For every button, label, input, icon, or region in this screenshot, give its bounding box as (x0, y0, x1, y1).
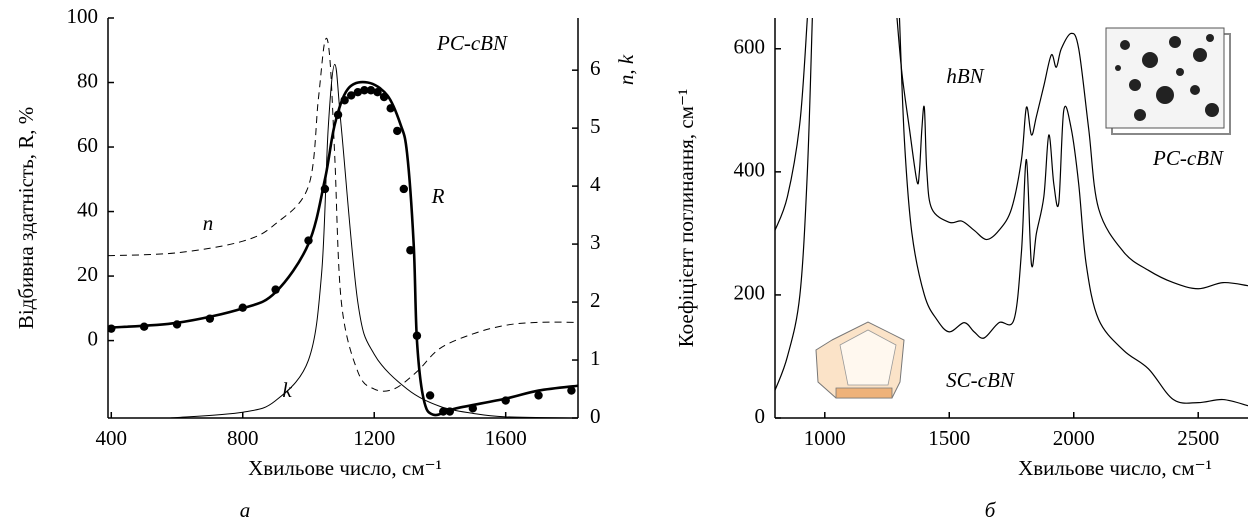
annotation: hBN (946, 64, 984, 88)
data-point (373, 87, 382, 97)
plot-area (108, 37, 578, 418)
data-point (393, 126, 402, 136)
y-tick-label: 600 (734, 35, 766, 59)
y-tick-label: 0 (755, 404, 766, 428)
plot-area (775, 18, 1248, 407)
data-point (333, 110, 343, 119)
data-point (366, 86, 376, 95)
annotation: n (203, 211, 214, 235)
y2-tick-label: 6 (590, 56, 601, 80)
data-point (412, 331, 422, 340)
x-axis-label: Хвильове число, см⁻¹ (248, 456, 442, 480)
y-tick-label: 20 (77, 262, 98, 286)
annotation: PC-cBN (1152, 146, 1224, 170)
y-tick-label: 100 (67, 4, 99, 28)
data-point (353, 87, 362, 97)
data-line (775, 18, 813, 391)
y2-tick-label: 4 (590, 172, 601, 196)
data-point (399, 184, 409, 194)
data-point (347, 91, 356, 100)
y-tick-label: 0 (88, 326, 99, 350)
y2-tick-label: 0 (590, 404, 601, 428)
data-line (775, 18, 808, 231)
panel-label: а (240, 498, 251, 522)
data-line (108, 37, 578, 392)
y2-tick-label: 1 (590, 346, 601, 370)
data-point (406, 246, 415, 255)
data-point (172, 320, 182, 329)
x-tick-label: 400 (96, 426, 128, 450)
data-point (425, 391, 435, 400)
data-line (108, 80, 578, 417)
inset-micrograph (1105, 27, 1231, 135)
data-line (170, 63, 578, 418)
annotation: SC-cBN (946, 368, 1015, 392)
data-point (360, 86, 369, 95)
data-point (501, 396, 510, 405)
data-point (439, 407, 448, 416)
x-tick-label: 1200 (353, 426, 395, 450)
x-axis-label: Хвильове число, см⁻¹ (1018, 456, 1212, 480)
annotation: R (431, 184, 445, 208)
y-axis-label: Коефіцієнт поглинання, см⁻¹ (674, 89, 698, 348)
x-tick-label: 2000 (1053, 426, 1095, 450)
y-tick-label: 200 (734, 281, 766, 305)
data-point (386, 104, 395, 113)
data-point (320, 184, 330, 194)
data-point (379, 92, 389, 102)
y2-axis-label: n, k (614, 54, 638, 85)
data-point (108, 324, 116, 333)
data-point (139, 322, 149, 331)
y-axis-label: Відбивна здатність, R, % (14, 107, 38, 329)
x-tick-label: 1000 (804, 426, 846, 450)
y2-tick-label: 2 (590, 288, 601, 312)
data-point (271, 285, 280, 294)
y2-tick-label: 5 (590, 114, 601, 138)
x-tick-label: 800 (227, 426, 259, 450)
data-point (205, 314, 215, 323)
data-point (238, 303, 247, 312)
data-point (468, 404, 478, 413)
x-tick-label: 1600 (485, 426, 527, 450)
y-tick-label: 40 (77, 197, 98, 221)
y-tick-label: 80 (77, 68, 98, 92)
y-tick-label: 400 (734, 158, 766, 182)
data-point (340, 96, 349, 105)
x-tick-label: 2500 (1177, 426, 1219, 450)
data-point (567, 386, 576, 395)
panel-label: б (985, 498, 997, 522)
data-line (896, 18, 1248, 290)
data-line (898, 18, 1248, 407)
annotation: k (282, 378, 292, 402)
annotation: PC-cBN (436, 31, 508, 55)
x-tick-label: 1500 (928, 426, 970, 450)
y2-tick-label: 3 (590, 230, 601, 254)
data-point (534, 391, 543, 400)
data-point (304, 236, 313, 245)
y-tick-label: 60 (77, 133, 98, 157)
inset-crystal (815, 321, 905, 399)
